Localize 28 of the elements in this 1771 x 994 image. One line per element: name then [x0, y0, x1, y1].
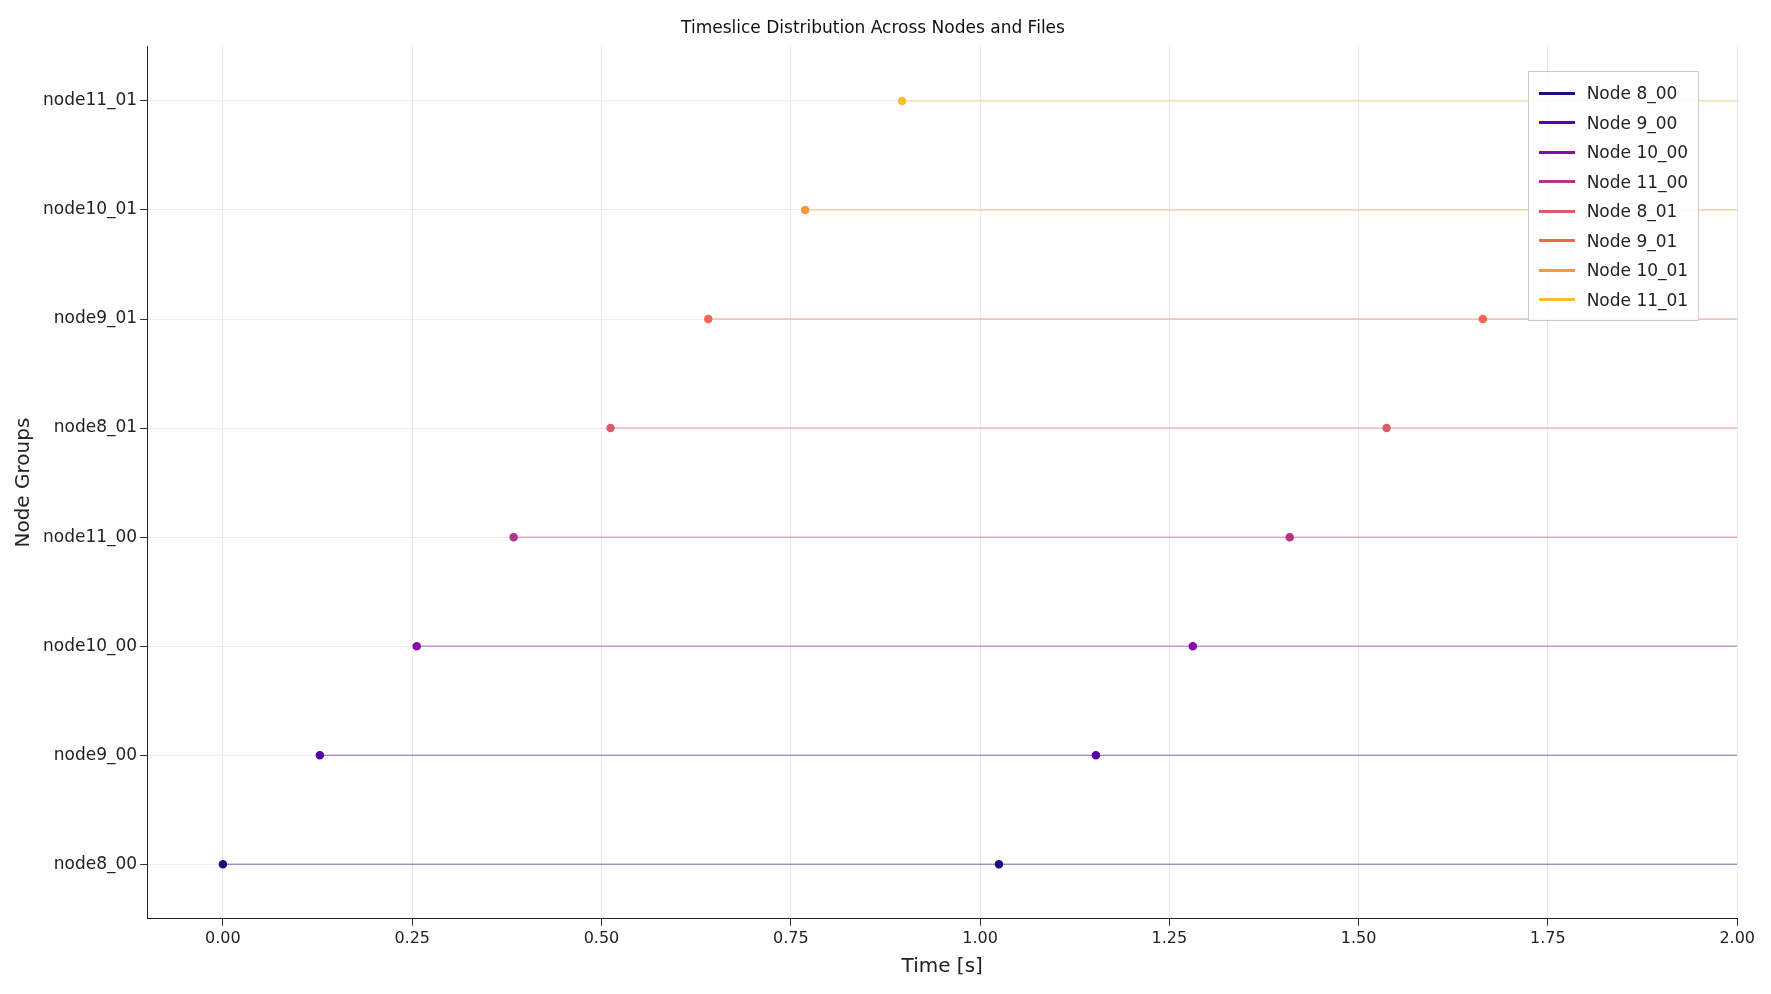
legend-label: Node 9_00 — [1586, 112, 1678, 133]
legend-label: Node 10_00 — [1586, 142, 1689, 163]
x-tick-label: 0.00 — [205, 927, 241, 947]
x-tick-label: 1.50 — [1340, 927, 1377, 947]
x-tick-label: 0.25 — [394, 927, 430, 947]
x-tick-label: 1.25 — [1151, 927, 1188, 947]
legend-label: Node 9_01 — [1586, 230, 1678, 251]
y-axis-title: Node Groups — [10, 417, 35, 548]
x-tick-label: 1.75 — [1530, 927, 1566, 947]
x-tick-label: 0.50 — [583, 927, 620, 947]
y-tick-label: node11_00 — [42, 525, 138, 547]
legend-label: Node 10_01 — [1586, 260, 1689, 281]
legend-label: Node 11_01 — [1586, 289, 1689, 310]
x-tick-label: 1.00 — [962, 927, 998, 947]
y-tick-label: node11_01 — [42, 89, 138, 111]
y-tick-label: node9_01 — [53, 307, 138, 329]
y-tick-label: node8_01 — [53, 416, 138, 438]
y-tick-label: node10_01 — [42, 198, 138, 220]
legend-label: Node 8_00 — [1586, 83, 1678, 104]
x-axis-title: Time [s] — [900, 953, 983, 978]
legend-label: Node 11_00 — [1586, 171, 1689, 192]
x-tick-label: 0.75 — [772, 927, 809, 947]
legend-label: Node 8_01 — [1586, 201, 1678, 222]
chart-title: Timeslice Distribution Across Nodes and Files — [680, 16, 1066, 37]
x-tick-label: 2.00 — [1719, 927, 1755, 947]
y-tick-label: node8_00 — [53, 852, 138, 874]
y-tick-label: node9_00 — [53, 743, 138, 765]
y-tick-label: node10_00 — [42, 634, 138, 656]
